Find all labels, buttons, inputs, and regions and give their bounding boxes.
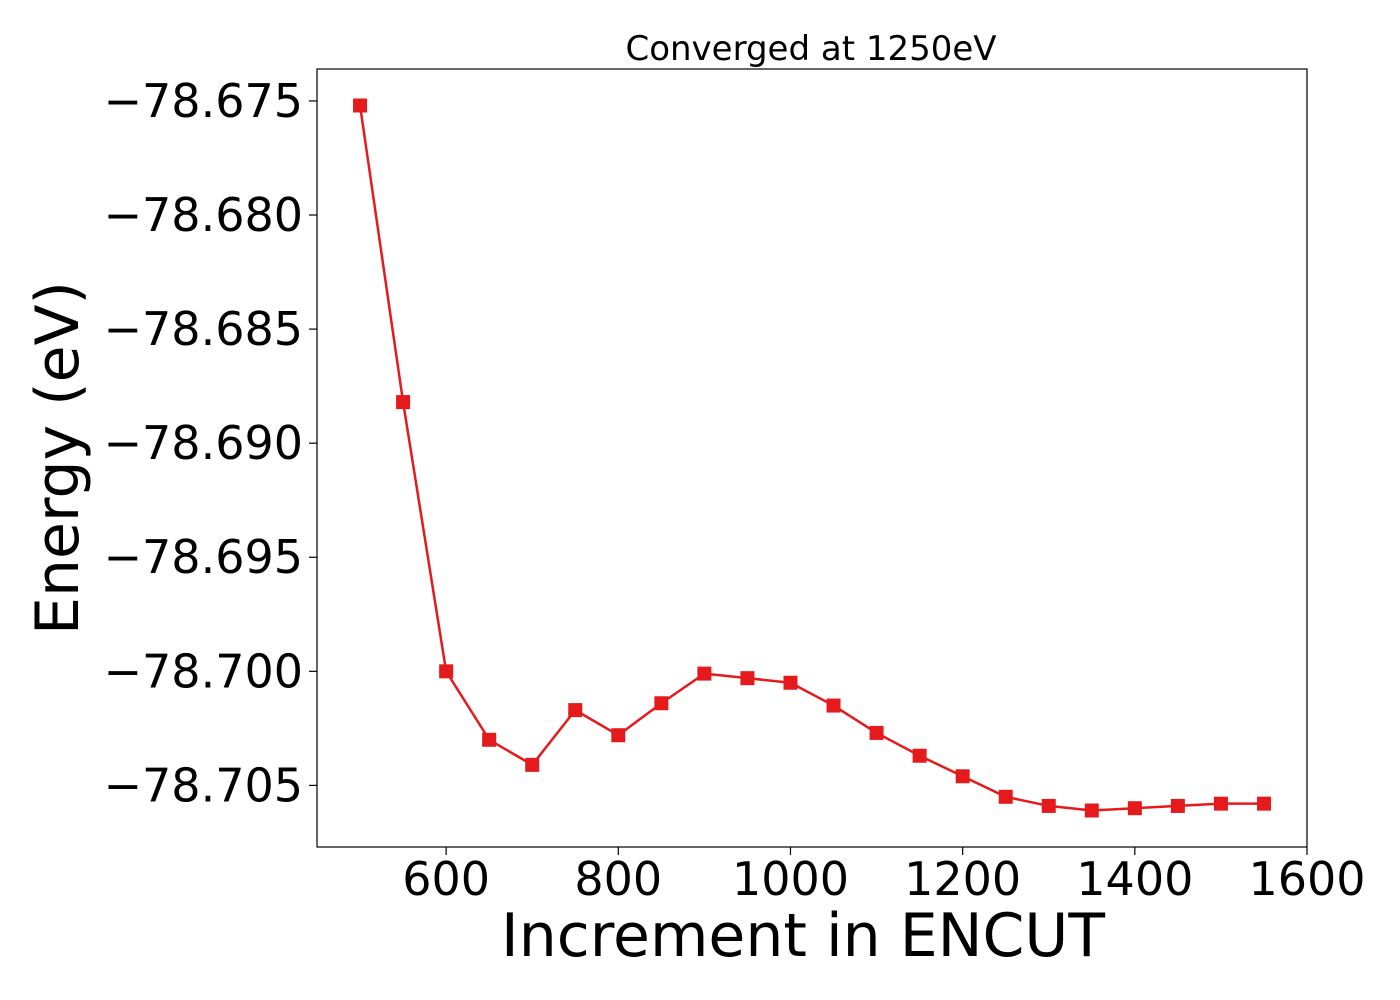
y-tick-label: −78.680 [104, 188, 304, 242]
x-tick-label: 1400 [1076, 852, 1193, 906]
data-point-marker [783, 675, 798, 690]
y-tick-label: −78.690 [104, 416, 304, 470]
y-tick-label: −78.695 [104, 530, 304, 584]
y-axis-ticks: −78.675 −78.680 −78.685 −78.690 −78.695 −78.7… [104, 74, 317, 812]
data-point-marker [1127, 801, 1142, 816]
data-point-marker [869, 725, 884, 740]
x-tick-label: 1200 [904, 852, 1021, 906]
x-axis-ticks: 600 800 1000 1200 1400 1600 [402, 847, 1366, 906]
data-point-marker [826, 698, 841, 713]
data-point-marker [611, 728, 626, 743]
chart-title: Converged at 1250eV [625, 29, 996, 69]
data-point-marker [525, 757, 540, 772]
data-point-marker [1256, 796, 1271, 811]
data-point-marker [1213, 796, 1228, 811]
x-tick-label: 800 [574, 852, 662, 906]
y-axis-label: Energy (eV) [23, 281, 93, 635]
data-point-marker [998, 789, 1013, 804]
data-point-marker [912, 748, 927, 763]
energy-series-line [358, 105, 1264, 812]
y-tick-label: −78.700 [104, 644, 304, 698]
data-point-marker [697, 666, 712, 681]
x-axis-label: Increment in ENCUT [501, 901, 1105, 971]
y-tick-label: −78.685 [104, 302, 304, 356]
x-tick-label: 600 [402, 852, 490, 906]
y-tick-label: −78.705 [104, 758, 304, 812]
data-point-marker [955, 769, 970, 784]
data-point-marker [482, 732, 497, 747]
x-tick-label: 1600 [1248, 852, 1365, 906]
data-point-marker [439, 664, 454, 679]
plot-frame [316, 68, 1308, 848]
data-point-marker [568, 703, 583, 718]
data-point-marker [1170, 798, 1185, 813]
data-point-marker [1041, 798, 1056, 813]
data-point-marker [740, 671, 755, 686]
y-tick-label: −78.675 [104, 74, 304, 128]
data-point-marker [1084, 803, 1099, 818]
energy-series-markers [353, 98, 1271, 818]
data-point-marker [654, 696, 669, 711]
data-point-marker [353, 98, 368, 113]
data-point-marker [396, 395, 411, 410]
x-tick-label: 1000 [732, 852, 849, 906]
